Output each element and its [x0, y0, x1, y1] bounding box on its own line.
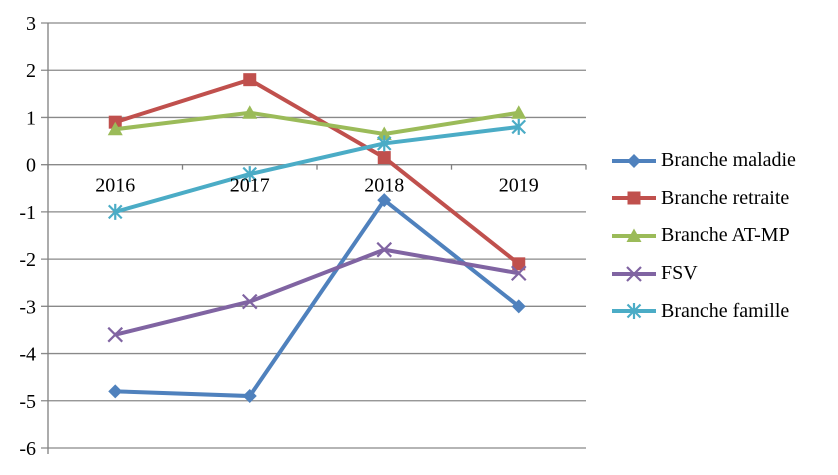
y-axis-label: 1	[26, 107, 36, 129]
legend-label: Branche famille	[661, 299, 790, 322]
legend-label: FSV	[661, 262, 698, 285]
legend-item-branche-retraite: Branche retraite	[612, 180, 796, 218]
legend-item-branche-famille: Branche famille	[612, 292, 796, 330]
legend-marker-triangle-icon	[612, 228, 656, 242]
legend-marker-asterisk-icon	[612, 303, 656, 320]
legend-marker-diamond-icon	[612, 153, 656, 168]
data-point-branche-famille-2016	[107, 203, 123, 220]
legend-label: Branche maladie	[661, 149, 796, 172]
data-point-branche-maladie-2018	[377, 193, 392, 208]
y-axis-label: 2	[26, 60, 36, 82]
data-point-branche-famille-2017	[242, 166, 258, 183]
x-axis-label: 2018	[364, 175, 404, 197]
data-point-branche-retraite-2017	[243, 73, 257, 87]
data-point-fsv-2018	[376, 241, 393, 258]
series-line-branche-retraite	[114, 77, 520, 266]
legend-label: Branche retraite	[661, 186, 790, 209]
data-point-branche-famille-2019	[511, 118, 527, 135]
legend-marker-x-icon	[612, 265, 656, 282]
y-axis-label: 3	[26, 13, 36, 35]
data-point-branche-retraite-2018	[377, 151, 391, 165]
legend-item-branche-maladie: Branche maladie	[612, 142, 796, 180]
x-axis-label: 2019	[499, 175, 539, 197]
data-point-branche-at-mp-2018	[376, 126, 392, 140]
y-axis-label: -2	[19, 249, 36, 271]
legend-marker-glyph	[626, 265, 642, 282]
data-point-branche-maladie-2017	[242, 389, 257, 404]
series-line-branche-maladie	[115, 197, 520, 399]
legend-marker-glyph	[627, 153, 641, 168]
data-point-fsv-2019	[510, 265, 527, 282]
x-axis-label: 2017	[230, 175, 270, 197]
data-point-fsv-2017	[241, 293, 258, 310]
legend-item-branche-at-mp: Branche AT-MP	[612, 217, 796, 255]
series-line-fsv	[114, 247, 520, 337]
legend-marker-glyph	[626, 228, 642, 242]
y-axis-label: 0	[26, 155, 36, 177]
legend-marker-glyph	[627, 191, 641, 205]
y-axis-label: -4	[19, 344, 36, 366]
legend-item-fsv: FSV	[612, 255, 796, 293]
legend-label: Branche AT-MP	[661, 224, 790, 247]
x-axis-label: 2016	[95, 175, 135, 197]
data-point-branche-maladie-2019	[511, 299, 526, 314]
y-axis-label: -5	[19, 391, 36, 413]
series-line-branche-famille	[114, 124, 519, 214]
data-point-branche-maladie-2016	[108, 384, 123, 399]
legend-marker-glyph	[626, 303, 642, 320]
data-point-branche-at-mp-2019	[511, 105, 527, 119]
y-axis-label: -6	[19, 438, 36, 460]
data-point-fsv-2016	[107, 326, 124, 343]
y-axis-label: -1	[19, 202, 36, 224]
data-point-branche-famille-2018	[376, 135, 392, 152]
data-point-branche-at-mp-2016	[107, 121, 123, 136]
series-line-branche-at-mp	[115, 110, 520, 136]
data-point-branche-at-mp-2017	[242, 105, 258, 119]
legend: Branche maladie Branche retraite Branche A…	[612, 142, 796, 330]
y-axis-label: -3	[19, 296, 36, 318]
data-point-branche-retraite-2019	[512, 257, 526, 271]
legend-marker-square-icon	[612, 191, 656, 205]
